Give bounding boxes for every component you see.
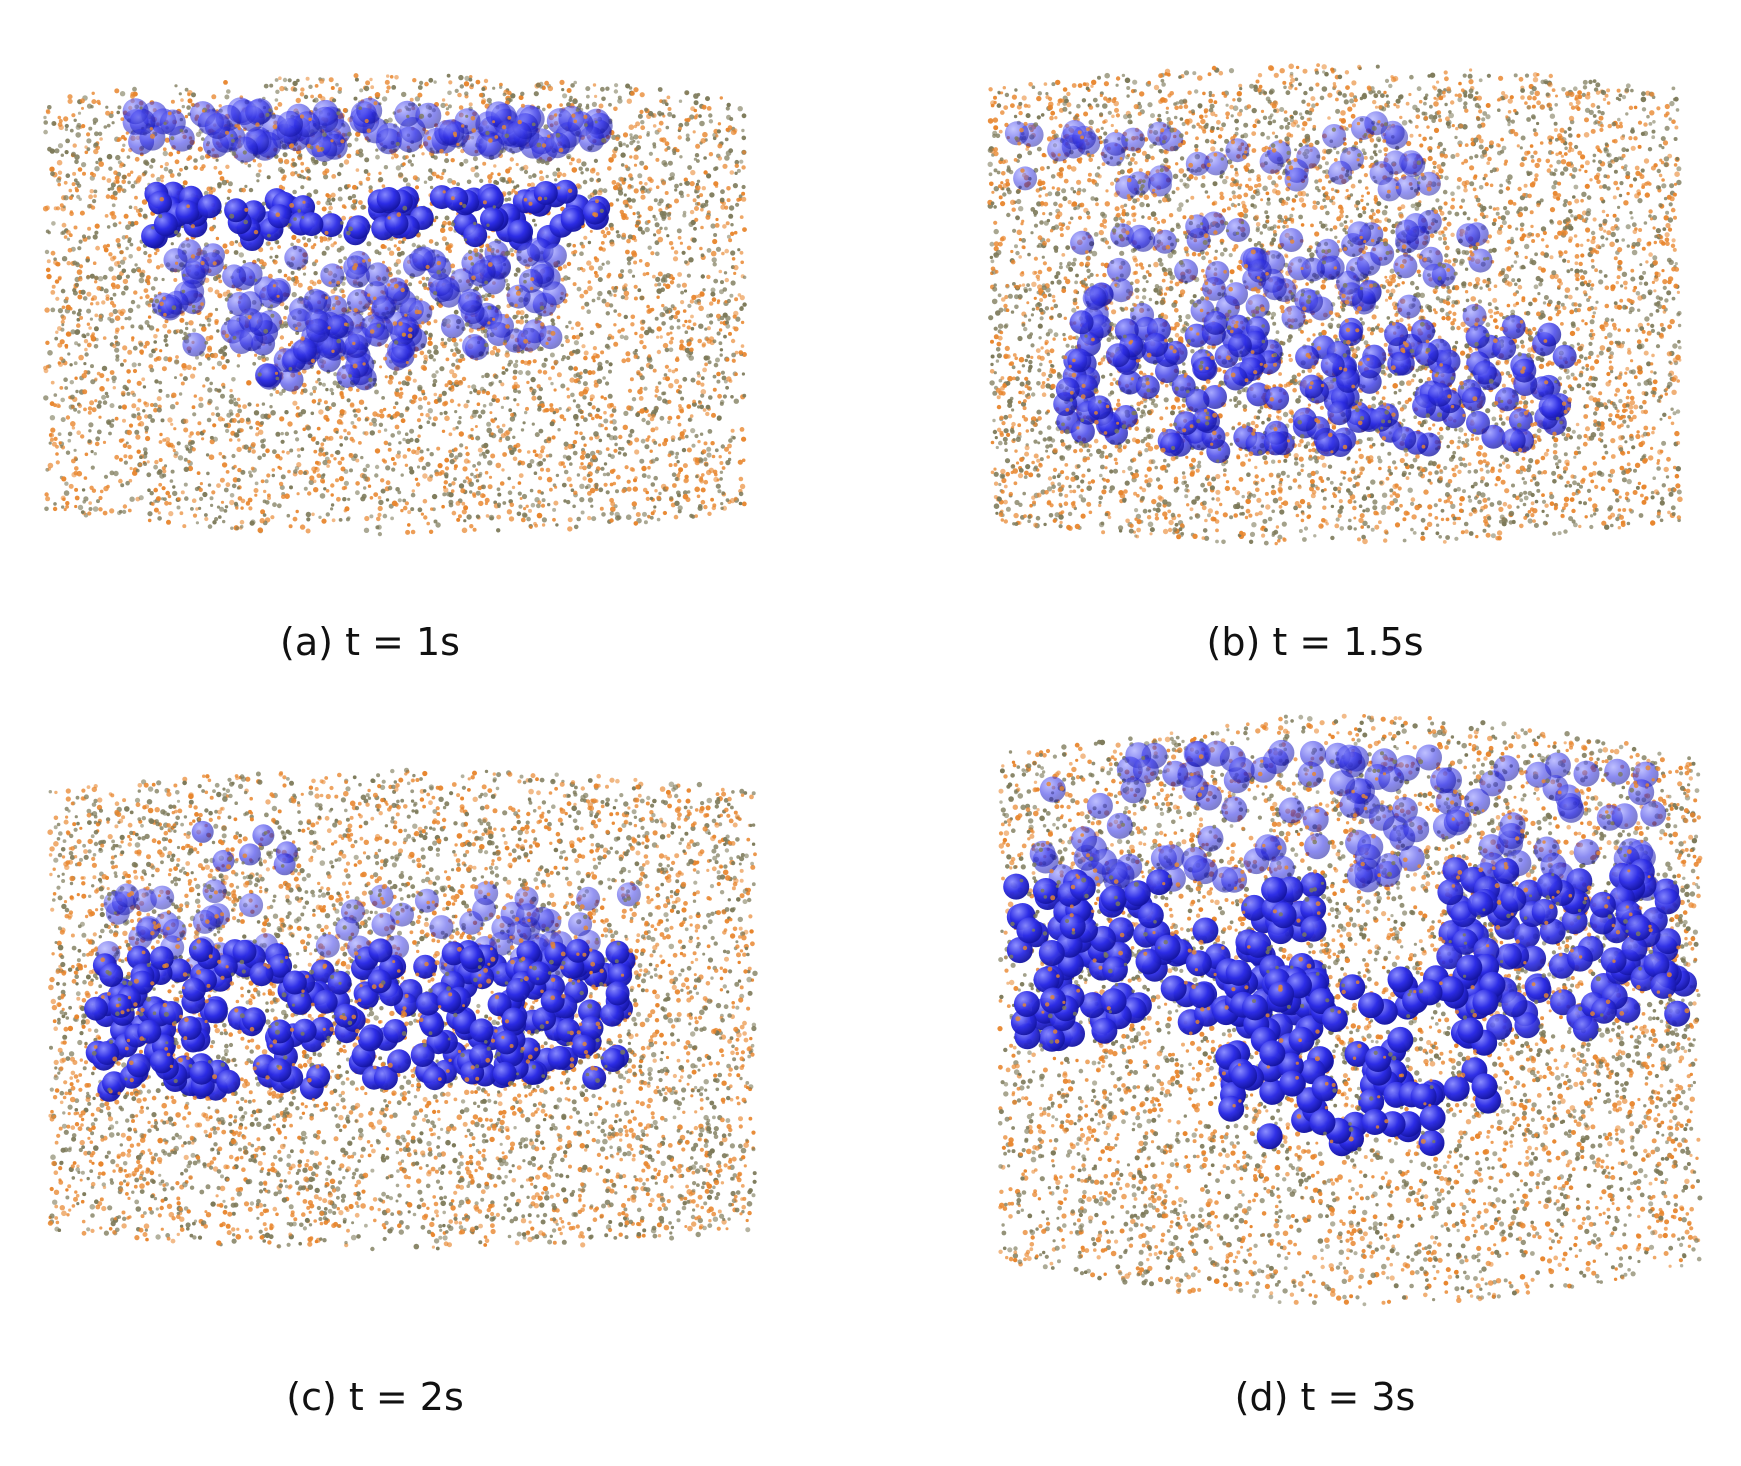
panel-b: [985, 40, 1685, 580]
panel-c: [45, 760, 760, 1290]
caption-b: (b) t = 1.5s: [1207, 620, 1424, 664]
panel-a: [40, 40, 750, 560]
caption-d: (d) t = 3s: [1235, 1375, 1416, 1419]
particle-render-a: [42, 73, 747, 537]
caption-c: (c) t = 2s: [286, 1375, 464, 1419]
particle-render-b: [987, 63, 1683, 546]
panel-d: [995, 700, 1705, 1350]
caption-a: (a) t = 1s: [280, 620, 460, 664]
particle-render-c: [47, 767, 758, 1252]
particle-render-d: [997, 713, 1703, 1307]
